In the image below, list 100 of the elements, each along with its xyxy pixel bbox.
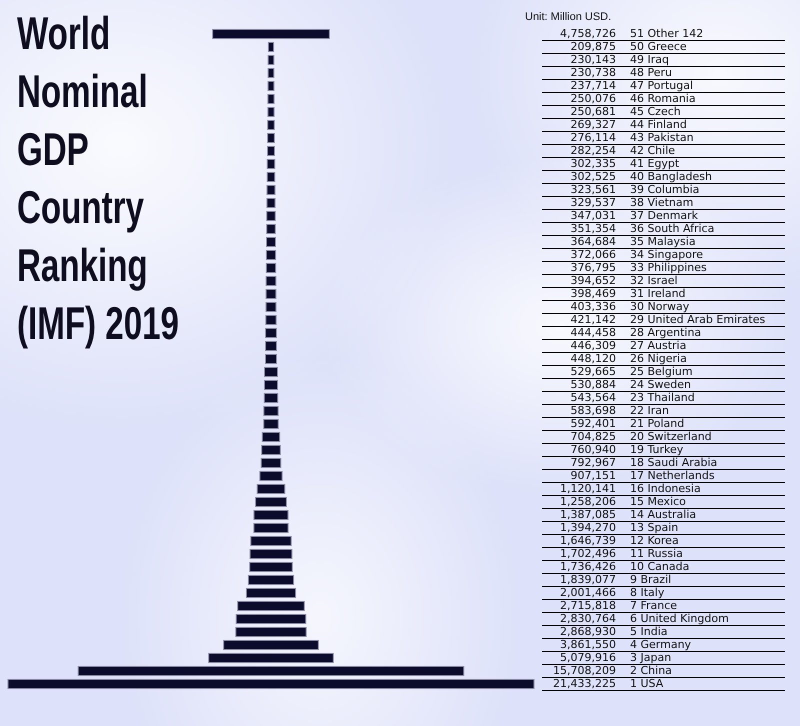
- category-label: 47 Portugal: [630, 78, 694, 92]
- category-label: 7 France: [630, 598, 678, 612]
- data-label: 530,884: [570, 378, 616, 390]
- data-label: 1,120,141: [560, 482, 616, 494]
- data-label: 376,795: [570, 260, 616, 274]
- data-label: 230,143: [570, 52, 616, 66]
- category-label: 46 Romania: [630, 92, 696, 104]
- data-label: 792,967: [570, 456, 616, 468]
- category-label: 45 Czech: [630, 104, 681, 118]
- data-label: 1,736,426: [560, 560, 616, 572]
- category-label: 50 Greece: [630, 40, 687, 52]
- data-label: 3,861,550: [560, 638, 616, 650]
- category-label: 35 Malaysia: [630, 234, 696, 248]
- category-label: 51 Other 142: [630, 26, 704, 40]
- data-label: 529,665: [570, 364, 616, 378]
- data-label: 237,714: [570, 78, 616, 92]
- category-label: 43 Pakistan: [630, 130, 694, 144]
- data-label: 1,387,085: [560, 508, 616, 520]
- data-label: 704,825: [570, 430, 616, 442]
- category-label: 31 Ireland: [630, 286, 686, 300]
- category-label: 25 Belgium: [630, 364, 693, 378]
- category-label: 20 Switzerland: [630, 430, 712, 442]
- data-label: 372,066: [570, 248, 616, 260]
- category-label: 48 Peru: [630, 66, 672, 78]
- data-label: 282,254: [570, 144, 616, 156]
- category-label: 30 Norway: [630, 300, 690, 312]
- data-label: 1,394,270: [560, 520, 616, 534]
- data-label: 1,258,206: [560, 494, 616, 508]
- category-label: 39 Columbia: [630, 182, 700, 196]
- category-label: 36 South Africa: [630, 222, 714, 234]
- category-label: 42 Chile: [630, 144, 676, 156]
- category-label: 14 Australia: [630, 508, 696, 520]
- category-label: 40 Bangladesh: [630, 170, 712, 182]
- category-label: 6 United Kingdom: [630, 612, 729, 624]
- category-label: 19 Turkey: [630, 442, 684, 456]
- data-label: 543,564: [570, 390, 616, 404]
- category-label: 37 Denmark: [630, 208, 698, 222]
- data-label: 394,652: [570, 274, 616, 286]
- category-label: 49 Iraq: [630, 52, 669, 66]
- data-label: 1,646,739: [560, 534, 616, 546]
- category-label: 22 Iran: [630, 404, 669, 416]
- data-label: 209,875: [570, 40, 616, 52]
- data-label: 21,433,225: [553, 676, 616, 690]
- data-label: 250,681: [570, 104, 616, 118]
- data-label: 2,001,466: [560, 586, 616, 598]
- data-label: 323,561: [570, 182, 616, 196]
- data-label: 444,458: [570, 326, 616, 338]
- category-label: 44 Finland: [630, 118, 687, 130]
- data-label: 4,758,726: [560, 26, 616, 40]
- category-label: 32 Israel: [630, 274, 678, 286]
- data-label: 302,525: [570, 170, 616, 182]
- data-label: 15,708,209: [553, 664, 616, 676]
- category-label: 3 Japan: [630, 650, 672, 664]
- category-label: 11 Russia: [630, 546, 683, 560]
- category-label: 28 Argentina: [630, 326, 702, 338]
- category-label: 26 Nigeria: [630, 352, 687, 364]
- data-label: 583,698: [570, 404, 616, 416]
- category-label: 1 USA: [630, 676, 664, 690]
- data-label: 907,151: [570, 468, 616, 482]
- data-label: 276,114: [570, 130, 616, 144]
- data-label: 351,354: [570, 222, 616, 234]
- category-label: 23 Thailand: [630, 390, 695, 404]
- category-label: 24 Sweden: [630, 378, 691, 390]
- category-label: 2 China: [630, 664, 672, 676]
- text: Unit: Million USD.: [525, 11, 612, 23]
- category-label: 16 Indonesia: [630, 482, 701, 494]
- data-label: 446,309: [570, 338, 616, 352]
- data-label: 329,537: [570, 196, 616, 208]
- data-label: 2,715,818: [560, 598, 616, 612]
- data-label: 364,684: [570, 234, 616, 248]
- data-label: 2,830,764: [560, 612, 616, 624]
- text: World Nominal GDP Country Ranking (IMF) 2019: [17, 6, 180, 351]
- data-label: 592,401: [570, 416, 616, 430]
- category-label: 41 Egypt: [630, 156, 680, 170]
- category-label: 8 Italy: [630, 586, 664, 598]
- category-label: 27 Austria: [630, 338, 686, 352]
- category-label: 13 Spain: [630, 520, 678, 534]
- data-label: 760,940: [570, 442, 616, 456]
- data-label: 269,327: [570, 118, 616, 130]
- category-label: 18 Saudi Arabia: [630, 456, 718, 468]
- category-label: 33 Philippines: [630, 260, 707, 274]
- data-label: 347,031: [570, 208, 616, 222]
- category-label: 9 Brazil: [630, 572, 672, 586]
- data-label: 1,839,077: [560, 572, 616, 586]
- category-label: 38 Vietnam: [630, 196, 694, 208]
- category-label: 29 United Arab Emirates: [630, 312, 766, 326]
- category-label: 10 Canada: [630, 560, 690, 572]
- data-label: 2,868,930: [560, 624, 616, 638]
- data-label: 302,335: [570, 156, 616, 170]
- category-label: 15 Mexico: [630, 494, 686, 508]
- data-label: 250,076: [570, 92, 616, 104]
- data-label: 1,702,496: [560, 546, 616, 560]
- data-label: 448,120: [570, 352, 616, 364]
- category-label: 4 Germany: [630, 638, 692, 650]
- category-label: 17 Netherlands: [630, 468, 715, 482]
- data-label: 421,142: [570, 312, 616, 326]
- data-label: 403,336: [570, 300, 616, 312]
- category-label: 12 Korea: [630, 534, 679, 546]
- data-label: 230,738: [570, 66, 616, 78]
- category-label: 21 Poland: [630, 416, 684, 430]
